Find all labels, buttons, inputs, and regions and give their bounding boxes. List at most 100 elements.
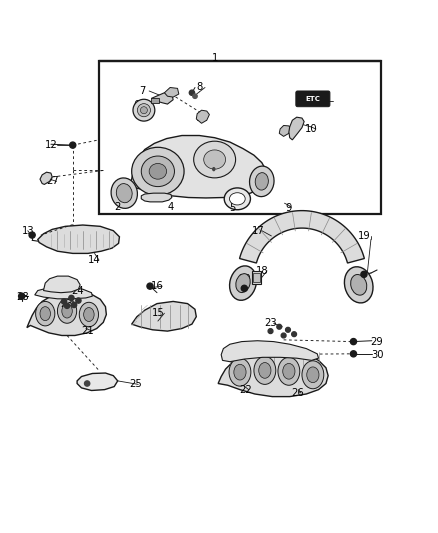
Text: 10: 10 — [304, 124, 317, 134]
Text: 29: 29 — [371, 337, 383, 346]
Polygon shape — [164, 87, 179, 97]
Text: 12: 12 — [45, 140, 57, 150]
Circle shape — [76, 298, 81, 303]
Ellipse shape — [344, 266, 373, 303]
Text: 14: 14 — [88, 255, 101, 265]
Ellipse shape — [79, 302, 99, 327]
Ellipse shape — [230, 266, 256, 300]
Polygon shape — [43, 276, 80, 293]
Circle shape — [241, 285, 247, 292]
Text: 30: 30 — [371, 350, 383, 360]
Circle shape — [277, 325, 282, 329]
Ellipse shape — [194, 141, 236, 178]
Polygon shape — [77, 373, 118, 391]
Text: 6: 6 — [133, 100, 139, 110]
Circle shape — [292, 332, 297, 336]
Text: 7: 7 — [139, 86, 146, 96]
FancyBboxPatch shape — [296, 91, 330, 107]
Text: 2: 2 — [114, 201, 121, 212]
Polygon shape — [27, 292, 106, 335]
Text: 21: 21 — [81, 326, 94, 336]
Bar — [151, 98, 159, 103]
Text: 11: 11 — [196, 113, 209, 123]
Ellipse shape — [62, 304, 72, 318]
Text: 17: 17 — [252, 225, 265, 236]
Polygon shape — [240, 211, 364, 263]
Text: 1: 1 — [212, 53, 218, 63]
Polygon shape — [196, 110, 209, 123]
Polygon shape — [141, 193, 172, 202]
Circle shape — [361, 271, 367, 277]
Circle shape — [281, 333, 286, 338]
Circle shape — [85, 381, 90, 386]
Polygon shape — [151, 93, 173, 104]
Ellipse shape — [212, 167, 215, 171]
Polygon shape — [279, 125, 291, 136]
Circle shape — [350, 338, 357, 345]
Circle shape — [268, 329, 273, 334]
Ellipse shape — [229, 358, 251, 386]
Polygon shape — [218, 350, 328, 397]
Circle shape — [147, 283, 153, 289]
Text: 3: 3 — [321, 95, 327, 106]
Text: 4: 4 — [168, 201, 174, 212]
Text: 25: 25 — [129, 379, 141, 390]
Ellipse shape — [204, 150, 226, 169]
Text: 15: 15 — [152, 308, 165, 318]
Text: 26: 26 — [291, 388, 304, 398]
Polygon shape — [221, 341, 318, 362]
Text: 9: 9 — [286, 203, 292, 213]
Text: 11: 11 — [282, 126, 294, 136]
Ellipse shape — [149, 164, 166, 179]
Text: 23: 23 — [264, 318, 277, 328]
Text: 20: 20 — [238, 274, 251, 284]
Ellipse shape — [40, 306, 50, 321]
Text: ETC: ETC — [305, 96, 320, 102]
Polygon shape — [38, 225, 120, 253]
Circle shape — [71, 302, 77, 308]
Polygon shape — [40, 172, 52, 184]
Polygon shape — [289, 117, 304, 140]
Text: 5: 5 — [229, 204, 235, 213]
Text: 13: 13 — [21, 225, 34, 236]
Circle shape — [193, 94, 197, 99]
Text: 27: 27 — [47, 176, 60, 187]
Circle shape — [69, 295, 74, 301]
Circle shape — [18, 293, 25, 299]
Ellipse shape — [255, 173, 268, 190]
Text: 8: 8 — [196, 83, 202, 93]
Circle shape — [70, 142, 76, 148]
Polygon shape — [130, 135, 267, 198]
Ellipse shape — [132, 147, 184, 195]
Text: 23: 23 — [61, 298, 74, 309]
Ellipse shape — [141, 156, 174, 187]
Circle shape — [61, 299, 67, 304]
Ellipse shape — [254, 357, 276, 384]
Text: 22: 22 — [239, 385, 251, 394]
Ellipse shape — [278, 357, 300, 385]
Ellipse shape — [224, 188, 251, 210]
Bar — [252, 271, 261, 284]
Ellipse shape — [138, 103, 150, 117]
Ellipse shape — [111, 178, 138, 208]
Circle shape — [350, 351, 357, 357]
Ellipse shape — [250, 166, 274, 197]
Text: 28: 28 — [16, 292, 29, 302]
Circle shape — [286, 327, 290, 332]
Ellipse shape — [302, 361, 324, 389]
Ellipse shape — [117, 183, 132, 203]
Ellipse shape — [84, 308, 94, 321]
Ellipse shape — [351, 274, 367, 295]
Text: 24: 24 — [71, 286, 83, 295]
Ellipse shape — [236, 273, 250, 293]
Ellipse shape — [141, 107, 148, 114]
Polygon shape — [132, 302, 196, 331]
Polygon shape — [35, 287, 92, 299]
Circle shape — [29, 232, 35, 238]
Bar — [254, 272, 260, 282]
Ellipse shape — [57, 299, 77, 323]
Ellipse shape — [259, 362, 271, 378]
Ellipse shape — [283, 364, 295, 379]
Ellipse shape — [35, 302, 55, 326]
Text: 18: 18 — [255, 266, 268, 276]
